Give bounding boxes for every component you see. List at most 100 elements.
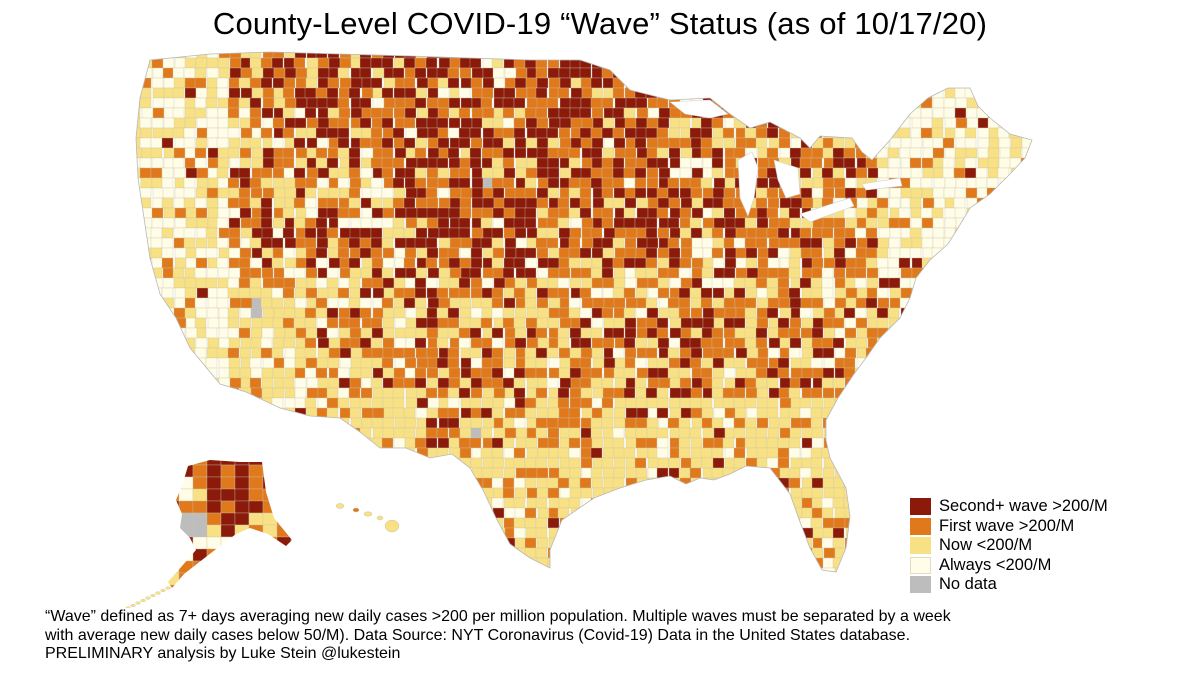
county-cell [217, 187, 230, 199]
county-cell [702, 437, 715, 449]
county-cell [294, 357, 307, 369]
county-cell [502, 127, 515, 139]
county-cell [206, 524, 222, 538]
county-cell [755, 87, 768, 99]
county-cell [636, 327, 649, 339]
county-cell [755, 277, 768, 289]
county-cell [293, 487, 306, 499]
county-cell [513, 457, 526, 469]
county-cell [998, 157, 1011, 169]
county-cell [568, 557, 581, 569]
county-cell [712, 457, 725, 469]
county-cell [833, 57, 846, 69]
county-cell [669, 157, 682, 169]
county-cell [438, 497, 451, 509]
county-cell [234, 512, 250, 526]
county-cell [350, 127, 363, 139]
county-cell [469, 437, 482, 449]
county-cell [381, 507, 394, 519]
county-cell [394, 578, 405, 588]
county-cell [757, 517, 770, 529]
county-cell [723, 357, 736, 369]
county-cell [1044, 418, 1055, 428]
county-cell [988, 347, 1001, 359]
county-cell [338, 437, 351, 449]
county-cell [482, 267, 495, 279]
county-cell [614, 377, 627, 389]
legend-swatch [910, 498, 931, 516]
county-cell [460, 237, 473, 249]
county-cell [1021, 257, 1032, 269]
county-cell [887, 107, 900, 119]
county-cell [999, 147, 1012, 159]
county-cell [162, 217, 175, 229]
county-cell [1044, 48, 1055, 58]
county-cell [711, 467, 724, 479]
county-cell [492, 137, 505, 149]
county-cell [888, 277, 901, 289]
county-cell [722, 127, 735, 139]
county-cell [217, 147, 230, 159]
county-cell [404, 277, 417, 289]
county-cell [262, 524, 278, 538]
county-cell [514, 307, 527, 319]
county-cell [744, 277, 757, 289]
county-cell [832, 527, 845, 539]
county-cell [779, 57, 792, 69]
county-cell [249, 197, 262, 209]
county-cell [889, 287, 902, 299]
county-cell [548, 357, 561, 369]
county-cell [426, 317, 439, 329]
county-cell [361, 407, 374, 419]
county-cell [623, 107, 636, 119]
county-cell [140, 287, 153, 299]
county-cell [438, 367, 451, 379]
county-cell [678, 287, 691, 299]
county-cell [326, 437, 339, 449]
county-cell [161, 327, 174, 339]
county-cell [845, 287, 858, 299]
county-cell [547, 157, 560, 169]
county-cell [360, 527, 373, 539]
county-cell [724, 517, 737, 529]
county-cell [326, 277, 339, 289]
county-cell [524, 397, 537, 409]
county-cell [679, 87, 692, 99]
county-cell [933, 457, 946, 469]
county-cell [183, 397, 196, 409]
county-cell [975, 287, 988, 299]
county-cell [723, 207, 736, 219]
county-cell [272, 177, 285, 189]
county-cell [196, 287, 209, 299]
county-cell [977, 127, 990, 139]
county-cell [536, 487, 549, 499]
county-cell [756, 207, 769, 219]
county-cell [680, 52, 693, 59]
county-cell [371, 347, 384, 359]
county-cell [867, 367, 880, 379]
county-cell [997, 127, 1010, 139]
county-cell [614, 117, 627, 129]
county-cell [931, 127, 944, 139]
county-cell [502, 147, 515, 159]
county-cell [636, 407, 649, 419]
county-cell [966, 397, 979, 409]
county-cell [744, 517, 757, 529]
county-cell [668, 397, 681, 409]
county-cell [304, 497, 317, 509]
aleutian-island [150, 594, 156, 598]
county-cell [426, 97, 439, 109]
county-cell [779, 427, 792, 439]
county-cell [733, 477, 746, 489]
county-cell [503, 287, 516, 299]
county-cell [192, 488, 208, 502]
county-cell [141, 407, 154, 419]
county-cell [458, 287, 471, 299]
county-cell [876, 67, 889, 79]
county-cell [548, 578, 559, 588]
county-cell [1043, 438, 1054, 448]
county-cell [261, 397, 274, 409]
county-cell [635, 578, 646, 588]
county-cell [306, 67, 319, 79]
county-cell [394, 357, 407, 369]
